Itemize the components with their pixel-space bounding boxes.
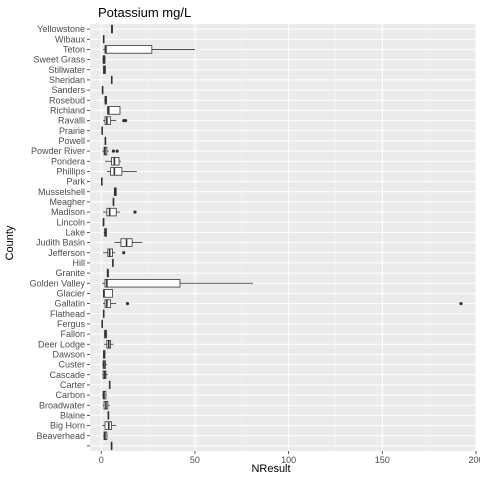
y-tick-label: Wibaux [55, 34, 86, 44]
box-plot [104, 157, 121, 166]
chart-title: Potassium mg/L [98, 5, 191, 20]
y-tick-label: Carter [60, 380, 85, 390]
box-plot [106, 106, 121, 115]
box-plot [103, 116, 128, 125]
outlier-point [124, 118, 128, 123]
outlier-point [115, 149, 119, 153]
y-tick-label: Carbon [55, 390, 85, 400]
y-tick-label: Lake [65, 227, 85, 237]
y-tick-label: Hill [73, 258, 86, 268]
y-tick-label: Dawson [52, 349, 85, 359]
box-plot [114, 238, 143, 247]
box-plot [103, 45, 195, 54]
y-tick-label: Golden Valley [30, 278, 86, 288]
y-tick-label: Gallatin [54, 299, 85, 309]
box-plot [106, 167, 137, 176]
box-plot [103, 299, 463, 308]
y-tick-label: Phillips [56, 166, 85, 176]
y-tick-label: Pondera [51, 156, 85, 166]
box-plot [102, 390, 107, 400]
box-plot [103, 248, 126, 257]
box-plot [110, 24, 114, 34]
outlier-point [133, 210, 137, 214]
box-iqr [104, 299, 112, 308]
box-plot [103, 207, 137, 217]
y-tick-label: Jefferson [48, 248, 85, 258]
y-tick-label: Teton [63, 44, 85, 54]
y-axis-title: County [4, 225, 16, 260]
y-tick-label: Madison [51, 207, 85, 217]
y-tick-label: Park [66, 177, 85, 187]
y-tick-label: Cascade [49, 370, 85, 380]
box-iqr [104, 279, 181, 288]
y-tick-label: Richland [50, 105, 85, 115]
y-tick-label: Custer [58, 360, 85, 370]
outlier-point [125, 301, 130, 306]
y-tick-label: Big Horn [50, 421, 85, 431]
box-iqr [111, 157, 120, 166]
box-plot [103, 65, 106, 74]
box-iqr [107, 106, 121, 115]
box-plot [106, 268, 109, 278]
x-axis-title: NResult [251, 463, 290, 475]
y-tick-label: Judith Basin [36, 238, 85, 248]
y-tick-label: Sanders [51, 85, 85, 95]
y-tick-label: Glacier [56, 288, 85, 298]
box-plot [104, 340, 114, 349]
box-plot [102, 55, 106, 64]
y-tick-label: Fallon [60, 329, 85, 339]
y-tick-label: Musselshell [38, 187, 85, 197]
outlier-point [111, 149, 116, 153]
box-plots [101, 24, 463, 451]
x-tick-label: 100 [281, 455, 296, 465]
y-tick-label: Fergus [57, 319, 86, 329]
y-tick-label: Powder River [31, 146, 85, 156]
box-iqr [104, 116, 112, 125]
plot-panel [90, 24, 476, 451]
grid-lines [90, 24, 477, 451]
y-tick-label: Deer Lodge [38, 339, 85, 349]
y-tick-label: Stillwater [48, 65, 85, 75]
box-iqr [110, 167, 123, 176]
y-tick-label: Rosebud [49, 95, 85, 105]
box-plot [102, 421, 117, 430]
outlier-point [122, 251, 126, 255]
y-tick-label: Meagher [49, 197, 85, 207]
box-plot [102, 401, 110, 410]
box-iqr [106, 207, 117, 217]
y-tick-label: Broadwater [39, 400, 85, 410]
x-tick-label: 0 [99, 455, 104, 465]
box-iqr [104, 45, 153, 54]
y-tick-label: Yellowstone [37, 24, 85, 34]
outlier-point [459, 301, 463, 306]
x-tick-label: 50 [190, 455, 200, 465]
box-plot [103, 350, 106, 359]
box-plot [104, 96, 107, 105]
box-plot [102, 360, 108, 369]
box-plot [102, 279, 254, 288]
y-tick-label: Sweet Grass [33, 55, 85, 65]
box-plot [102, 146, 119, 156]
x-tick-label: 150 [375, 455, 390, 465]
x-tick-label: 200 [468, 455, 480, 465]
y-tick-label: Lincoln [56, 217, 85, 227]
y-tick-label: Prairie [59, 126, 85, 136]
y-tick-label: Beaverhead [36, 431, 85, 441]
box-plot [104, 329, 108, 339]
box-plot [102, 370, 108, 379]
box-plot [103, 431, 108, 440]
box-plot [103, 228, 107, 237]
x-axis: 0 50 100 150 200 [99, 451, 480, 465]
box-plot [103, 289, 113, 298]
y-tick-label: Sheridan [49, 75, 85, 85]
box-plot [113, 187, 117, 196]
y-tick-label: Powell [58, 136, 85, 146]
y-tick-label: Granite [55, 268, 85, 278]
y-tick-label: Ravalli [58, 116, 85, 126]
y-tick-label: Blaine [60, 410, 85, 420]
y-tick-label: Flathead [50, 309, 85, 319]
